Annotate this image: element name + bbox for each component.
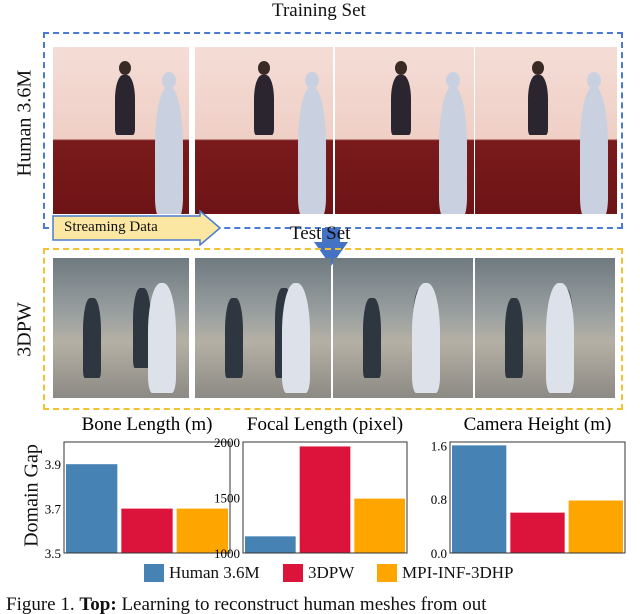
test-image-panel [333, 258, 473, 398]
bar-charts: Bone Length (m) 3.5 3.7 3.9 Focal Length (pi… [45, 414, 626, 560]
training-image-panel [475, 47, 617, 214]
chart-title: Camera Height (m) [464, 414, 612, 435]
person-body [391, 75, 411, 135]
caption-bold: Top: [79, 594, 117, 614]
person-body [254, 75, 274, 135]
y-tick-label: 3.9 [45, 457, 61, 472]
streaming-data-label: Streaming Data [64, 219, 158, 235]
training-image-panel [195, 47, 333, 214]
person-body [505, 298, 523, 378]
human-mesh [155, 87, 183, 214]
bar-3dpw [299, 446, 351, 553]
legend-item-mpi: MPI-INF-3DHP [377, 563, 513, 583]
human-mesh [580, 87, 608, 214]
bar-mpi-inf-3dhp [176, 508, 228, 553]
mesh-head [587, 72, 601, 89]
y-tick-label: 0.8 [431, 492, 447, 507]
bar-human-3-6m [66, 464, 118, 553]
streaming-data-arrow: Streaming Data [52, 210, 222, 246]
right-arrow-icon [52, 210, 222, 246]
person-head [532, 61, 544, 75]
mesh-head [305, 72, 319, 89]
human-mesh [412, 283, 440, 393]
person-body [528, 75, 548, 135]
person-body [133, 288, 151, 368]
mesh-head [162, 72, 176, 89]
test-image-panel [53, 258, 189, 398]
bar-human-3-6m [452, 445, 507, 553]
bar-human-3-6m [245, 536, 296, 553]
y-tick-label: 3.7 [45, 502, 62, 517]
person-head [258, 61, 270, 75]
y-tick-label: 1500 [214, 491, 240, 506]
y-tick-label: 1000 [214, 546, 240, 560]
y-tick-label: 1.6 [431, 438, 448, 453]
chart-frame [63, 441, 231, 554]
person-body [225, 298, 243, 378]
test-image-panel [195, 258, 331, 398]
legend-swatch [283, 564, 303, 582]
legend-swatch [377, 564, 397, 582]
test-set-box [43, 248, 623, 410]
bar-3dpw [121, 508, 173, 553]
chart-title: Bone Length (m) [82, 414, 213, 435]
training-set-title: Training Set [272, 0, 366, 21]
caption-prefix: Figure 1. [6, 594, 80, 614]
human-mesh [439, 87, 467, 214]
legend-item-3dpw: 3DPW [283, 563, 354, 583]
human-mesh [546, 283, 574, 393]
y-tick-label: 3.5 [45, 546, 61, 560]
chart-title: Focal Length (pixel) [247, 414, 403, 435]
mesh-head [446, 72, 460, 89]
test-image-panel [475, 258, 615, 398]
legend-label: Human 3.6M [169, 563, 260, 582]
person-body [115, 75, 135, 135]
caption-text: Learning to reconstruct human meshes fro… [116, 594, 487, 614]
down-arrow-icon [314, 228, 348, 266]
legend-label: MPI-INF-3DHP [402, 563, 514, 582]
person-body [363, 298, 381, 378]
bar-mpi-inf-3dhp [354, 498, 405, 553]
figure-caption: Figure 1. Top: Learning to reconstruct h… [6, 594, 487, 614]
person-head [119, 61, 131, 75]
legend-label: 3DPW [308, 563, 355, 582]
3dpw-label: 3DPW [13, 302, 36, 357]
human36m-label: Human 3.6M [13, 69, 36, 177]
test-set-title: Test Set [290, 223, 351, 244]
human-mesh [282, 283, 310, 393]
y-tick-label: 2000 [214, 435, 240, 450]
human-mesh [298, 87, 326, 214]
legend-item-human36m: Human 3.6M [144, 563, 260, 583]
bar-3dpw [510, 512, 565, 553]
bar-mpi-inf-3dhp [568, 500, 623, 553]
person-head [395, 61, 407, 75]
human-mesh [148, 283, 176, 393]
person-body [83, 298, 101, 378]
chart-frame [449, 441, 626, 554]
legend-swatch [144, 564, 164, 582]
y-tick-label: 0.0 [431, 546, 447, 560]
training-image-panel [335, 47, 474, 214]
chart-frame [242, 441, 408, 554]
training-image-panel [53, 47, 189, 214]
